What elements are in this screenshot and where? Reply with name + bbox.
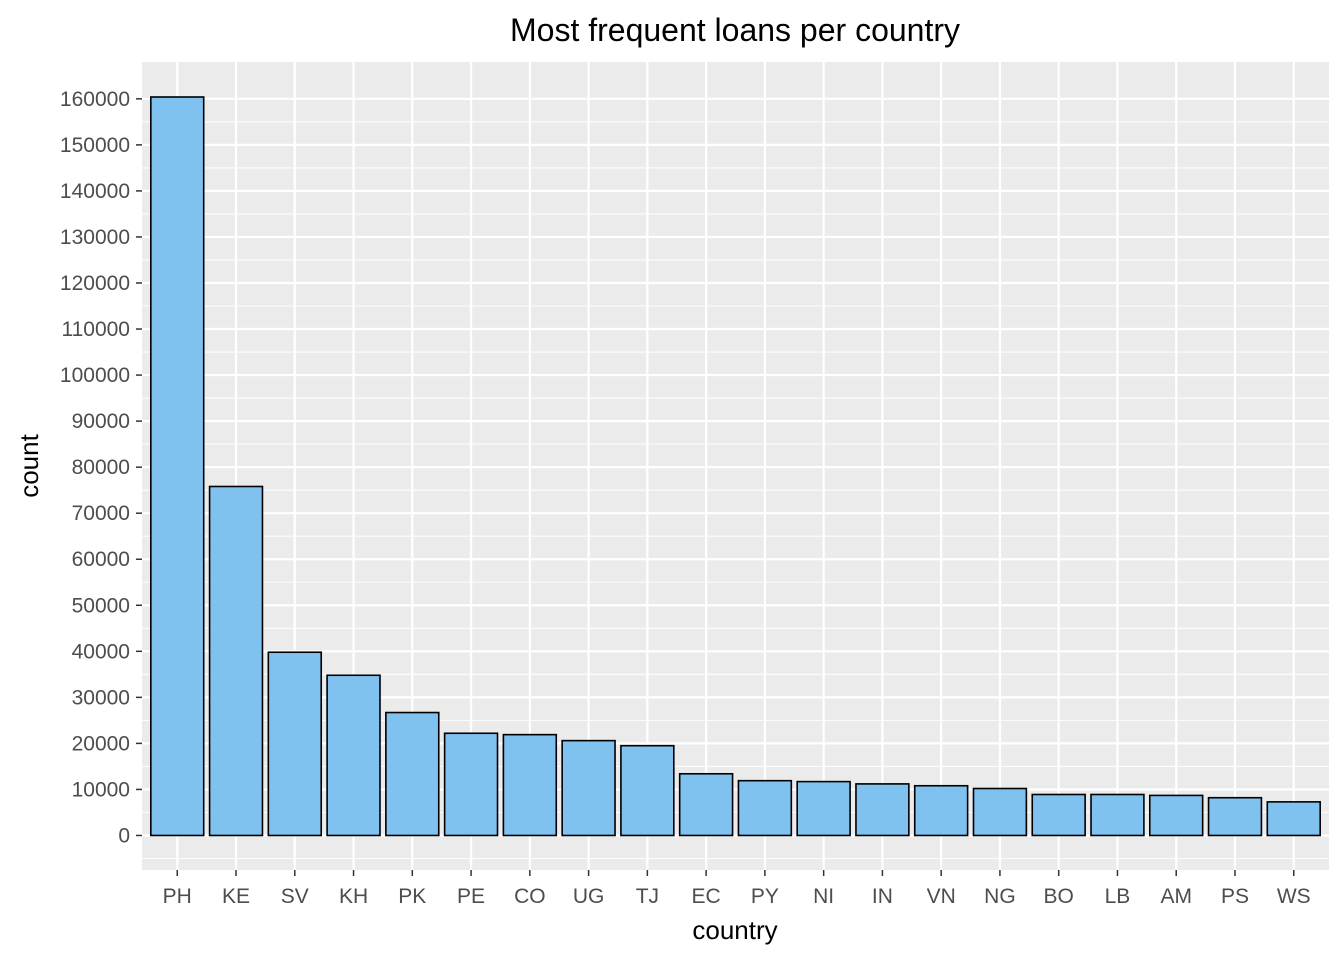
y-tick-label: 70000 xyxy=(72,502,130,525)
x-tick-label: KH xyxy=(339,885,368,908)
x-tick-label: TJ xyxy=(636,885,659,908)
y-tick-label: 20000 xyxy=(72,732,130,755)
bar-py xyxy=(737,779,793,837)
bar-ug xyxy=(561,739,616,837)
chart-title: Most frequent loans per country xyxy=(510,12,960,48)
bar-am xyxy=(1148,794,1204,837)
y-axis-title: count xyxy=(14,433,44,497)
bar-tj xyxy=(620,744,675,837)
x-tick-label: NI xyxy=(813,885,834,908)
bar-ec xyxy=(678,772,734,837)
bar-ke xyxy=(208,485,264,837)
bar-lb xyxy=(1090,793,1145,837)
x-tick-label: CO xyxy=(514,885,546,908)
x-tick-label: SV xyxy=(281,885,309,908)
y-tick-label: 90000 xyxy=(72,410,130,433)
x-tick-label: PK xyxy=(398,885,426,908)
x-tick-label: PS xyxy=(1221,885,1249,908)
x-tick-label: PE xyxy=(457,885,485,908)
bar-co xyxy=(502,733,558,837)
x-tick-label: AM xyxy=(1160,885,1192,908)
y-tick-label: 0 xyxy=(118,824,130,847)
x-tick-label: IN xyxy=(872,885,893,908)
bar-in xyxy=(855,783,910,837)
y-tick-label: 60000 xyxy=(72,548,130,571)
bar-bo xyxy=(1031,793,1086,837)
bar-ws xyxy=(1266,801,1321,837)
y-tick-label: 140000 xyxy=(60,180,130,203)
bar-vn xyxy=(913,784,969,837)
y-tick-label: 160000 xyxy=(60,88,130,111)
x-tick-label: WS xyxy=(1277,885,1311,908)
y-tick-label: 10000 xyxy=(72,778,130,801)
bar-ps xyxy=(1207,796,1263,837)
y-tick-label: 150000 xyxy=(60,134,130,157)
x-tick-label: KE xyxy=(222,885,250,908)
x-tick-label: VN xyxy=(927,885,956,908)
x-axis-ticks: PH KE SV KH PK PE CO UG TJ EC PY NI IN VN NG BO LB AM PS WS xyxy=(163,870,1311,908)
minor-gridlines xyxy=(142,121,1329,860)
y-tick-label: 110000 xyxy=(61,318,130,341)
y-tick-label: 80000 xyxy=(72,456,130,479)
y-tick-label: 100000 xyxy=(60,364,130,387)
x-tick-label: UG xyxy=(573,885,605,908)
y-axis-ticks: 0 10000 20000 30000 40000 50000 60000 70000 8000… xyxy=(60,88,142,847)
x-tick-label: PY xyxy=(751,885,779,908)
bar-kh xyxy=(326,674,381,837)
x-tick-label: BO xyxy=(1044,885,1074,908)
bar-ph xyxy=(150,96,205,837)
bars xyxy=(150,96,1321,837)
y-tick-label: 120000 xyxy=(60,272,130,295)
x-axis-title: country xyxy=(692,915,777,945)
bar-sv xyxy=(267,651,323,837)
x-tick-label: PH xyxy=(163,885,192,908)
y-tick-label: 130000 xyxy=(60,226,130,249)
bar-ni xyxy=(796,780,851,837)
bar-pe xyxy=(443,732,499,837)
x-tick-label: EC xyxy=(692,885,721,908)
y-tick-label: 30000 xyxy=(72,686,130,709)
bar-ng xyxy=(972,787,1028,837)
bar-pk xyxy=(385,711,440,837)
x-tick-label: NG xyxy=(984,885,1016,908)
y-tick-label: 50000 xyxy=(72,594,130,617)
y-tick-label: 40000 xyxy=(72,640,130,663)
x-tick-label: LB xyxy=(1105,885,1131,908)
